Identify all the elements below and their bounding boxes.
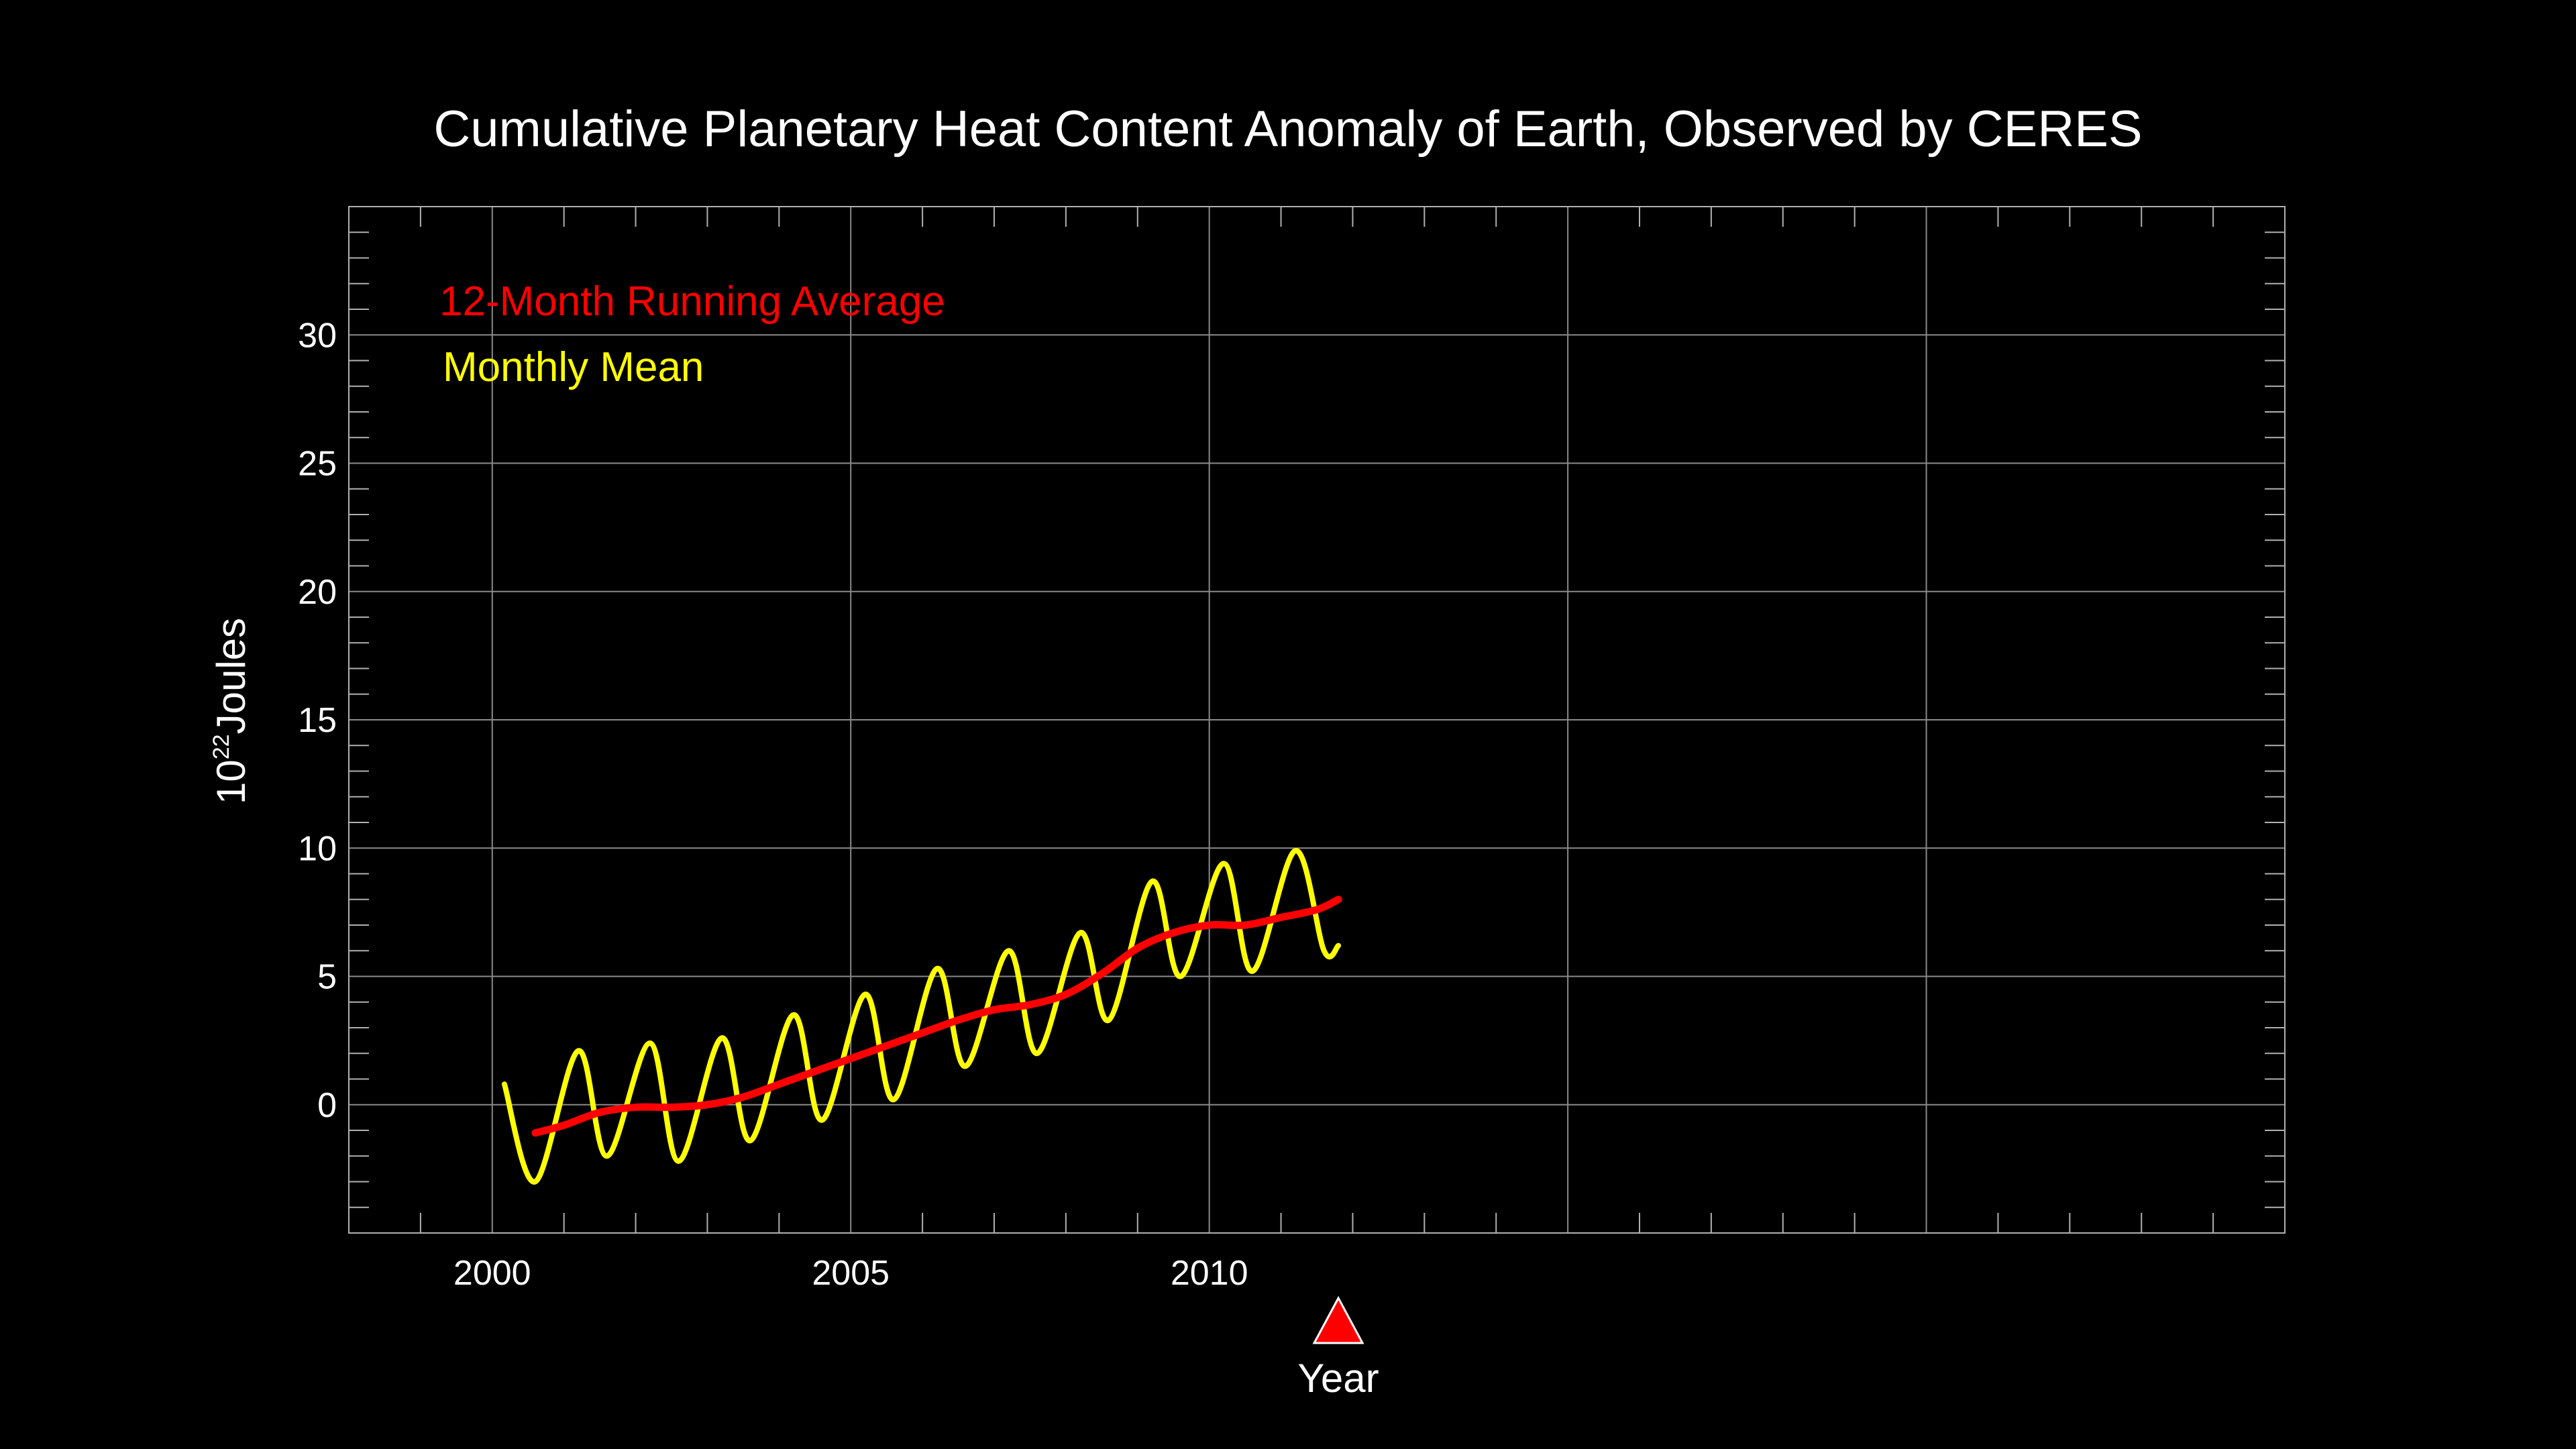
y-axis-label-base: 10 [209,759,254,804]
y-tick-labels: 0 5 10 15 20 25 30 [298,316,337,1125]
x-tick-label: 2005 [812,1254,890,1293]
legend-entry-monthly-mean: Monthly Mean [443,344,704,390]
x-tick-label: 2000 [453,1254,531,1293]
y-axis-label: 1022Joules [209,618,254,804]
series-line-monthly-mean [501,848,1342,1185]
y-axis-label-exponent: 22 [209,734,234,759]
series-lines [501,848,1342,1185]
y-tick-label: 30 [298,316,337,355]
x-tick-labels: 2000 2005 2010 [453,1254,1248,1293]
y-tick-label: 10 [298,829,337,868]
y-tick-label: 15 [298,701,337,740]
y-tick-label: 5 [317,958,337,997]
y-tick-label: 25 [298,445,337,484]
legend-entry-running-average: 12-Month Running Average [439,278,945,325]
series-line-running-average [531,896,1342,1137]
y-axis-label-unit: Joules [209,618,254,734]
current-year-marker-icon [1312,1295,1364,1344]
chart-title: Cumulative Planetary Heat Content Anomal… [433,101,2142,158]
x-tick-label: 2010 [1171,1254,1248,1293]
plot-frame [348,206,2286,1234]
minor-ticks [349,207,2285,1233]
y-tick-label: 0 [317,1086,337,1125]
y-tick-label: 20 [298,573,337,612]
x-axis-label: Year [1297,1356,1379,1401]
